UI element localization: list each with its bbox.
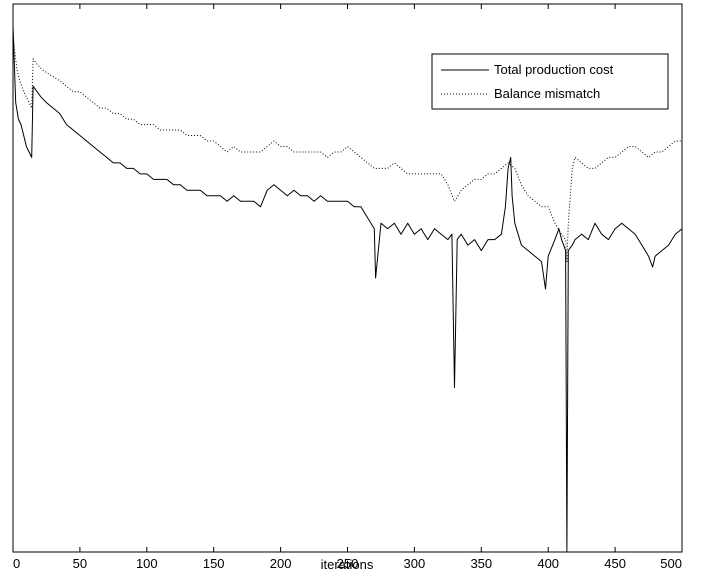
x-tick-label: 450 [604, 556, 626, 571]
x-tick-label: 300 [404, 556, 426, 571]
series-line-total-production-cost [12, 25, 683, 553]
x-axis-title: iterations [321, 557, 374, 572]
x-tick-label: 350 [470, 556, 492, 571]
ticks-layer: 0 50 100 150 200 250 300 350 400 450 500 [12, 4, 683, 571]
x-tick-label: 200 [270, 556, 292, 571]
x-tick-label: 50 [73, 556, 87, 571]
x-tick-label: 150 [203, 556, 225, 571]
x-tick-label: 400 [537, 556, 559, 571]
x-tick-label: 500 [660, 556, 682, 571]
legend-label-total-production-cost: Total production cost [494, 62, 614, 77]
series-line-balance-mismatch [12, 31, 682, 263]
legend-label-balance-mismatch: Balance mismatch [494, 86, 600, 101]
legend-box [431, 53, 669, 110]
x-tick-label: 100 [136, 556, 158, 571]
legend: Total production cost Balance mismatch [431, 53, 669, 110]
series-layer [12, 25, 683, 553]
x-tick-label: 0 [13, 556, 20, 571]
x-tick-label: 250 [337, 556, 359, 571]
